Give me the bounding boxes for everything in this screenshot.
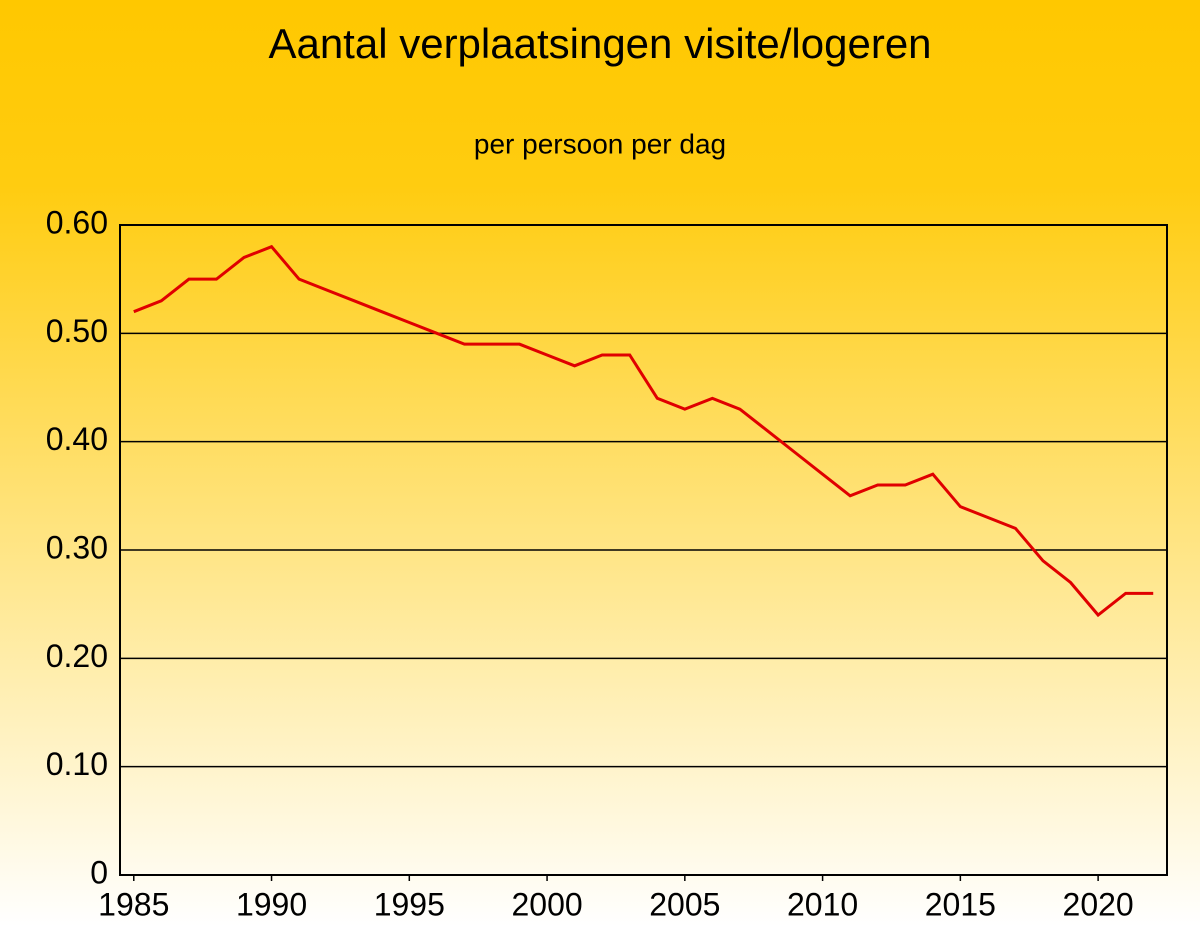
x-tick-label: 2010: [787, 886, 858, 922]
plot-frame: [119, 224, 1168, 876]
line: [133, 244, 1154, 618]
x-tick-label: 1995: [374, 886, 445, 922]
y-tick-label: 0.40: [46, 421, 108, 457]
x-tick-label: 2015: [925, 886, 996, 922]
y-tick-label: 0.60: [46, 204, 108, 240]
y-tick-label: 0.50: [46, 313, 108, 349]
y-tick-label: 0.20: [46, 638, 108, 674]
x-tick-label: 2005: [649, 886, 720, 922]
x-tick-label: 1985: [98, 886, 169, 922]
y-tick-label: 0.10: [46, 746, 108, 782]
chart-subtitle: per persoon per dag: [474, 128, 726, 159]
chart-title: Aantal verplaatsingen visite/logeren: [268, 20, 931, 67]
y-tick-label: 0.30: [46, 529, 108, 565]
y-tick-label: 0: [90, 854, 108, 890]
x-tick-label: 2000: [511, 886, 582, 922]
x-tick-label: 2020: [1063, 886, 1134, 922]
x-tick-label: 1990: [236, 886, 307, 922]
